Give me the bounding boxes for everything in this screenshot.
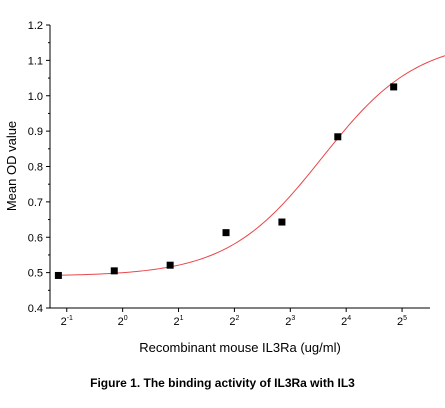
- x-tick-label: 23: [285, 315, 295, 328]
- plot-frame: [49, 25, 430, 309]
- x-tick-label: 22: [229, 315, 239, 328]
- y-tick-label: 0.6: [28, 232, 43, 244]
- figure-caption: Figure 1. The binding activity of IL3Ra …: [90, 376, 355, 390]
- data-point: [166, 261, 174, 269]
- y-tick-label: 0.8: [28, 162, 43, 174]
- data-point: [390, 83, 398, 91]
- fit-curve: [58, 55, 445, 276]
- y-tick-label: 1.1: [28, 55, 43, 67]
- y-tick-label: 0.4: [28, 303, 43, 315]
- y-tick-label: 0.5: [28, 268, 43, 280]
- data-point: [54, 271, 62, 279]
- x-tick-label: 25: [397, 315, 407, 328]
- y-tick-label: 0.7: [28, 197, 43, 209]
- y-tick-label: 0.9: [28, 126, 43, 138]
- x-tick-label: 20: [118, 315, 128, 328]
- x-axis-title: Recombinant mouse IL3Ra (ug/ml): [139, 340, 341, 355]
- data-points: [54, 83, 398, 279]
- y-tick-label: 1.2: [28, 20, 43, 32]
- x-tick-label: 2-1: [61, 315, 73, 328]
- x-axis-ticks: 2-1 20 21 22 23 24 25: [61, 308, 407, 328]
- x-tick-label: 21: [174, 315, 184, 328]
- chart: 0.40.50.60.70.80.91.01.11.2 2-1 20 21 22 23 2…: [4, 20, 445, 355]
- data-point: [110, 267, 118, 275]
- y-tick-label: 1.0: [28, 91, 43, 103]
- data-point: [278, 218, 286, 226]
- y-axis-title: Mean OD value: [4, 121, 19, 211]
- y-axis-ticks: 0.4 0.5 0.6 0.7 0.8 0.9 1.0 1.1 1.2: [28, 20, 50, 315]
- data-point: [222, 229, 230, 237]
- data-point: [334, 133, 342, 141]
- x-tick-label: 24: [341, 315, 351, 328]
